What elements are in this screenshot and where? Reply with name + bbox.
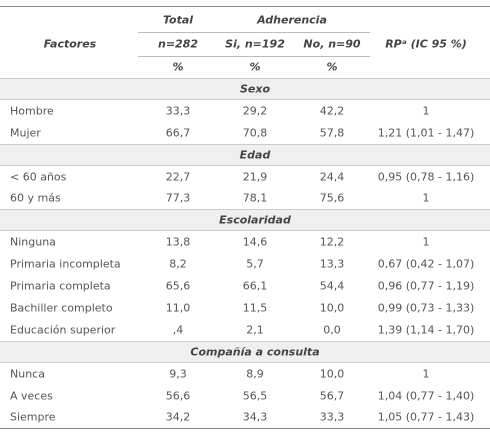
- header-cell: RPᵃ (IC 95 %): [385, 37, 467, 51]
- cell: 1: [422, 367, 430, 381]
- cell: 14,6: [242, 235, 268, 249]
- cell: ,4: [172, 323, 184, 337]
- row-label: Educación superior: [10, 323, 116, 337]
- cell: 0,99 (0,73 - 1,33): [377, 301, 475, 315]
- row-label: 60 y más: [10, 191, 61, 205]
- cell: 56,7: [319, 389, 345, 403]
- cell: 33,3: [165, 104, 191, 118]
- cell: 9,3: [169, 367, 187, 381]
- cell: 56,6: [165, 389, 191, 403]
- cell: 42,2: [319, 104, 345, 118]
- cell: 1: [422, 104, 430, 118]
- cell: 66,1: [242, 279, 268, 293]
- cell: 10,0: [319, 367, 345, 381]
- cell: 54,4: [319, 279, 345, 293]
- cell: 22,7: [165, 170, 191, 184]
- cell: 11,0: [165, 301, 191, 315]
- header-cell: %: [249, 60, 261, 74]
- section-title: Compañía a consulta: [190, 345, 320, 359]
- cell: 13,8: [165, 235, 191, 249]
- cell: 1,21 (1,01 - 1,47): [377, 126, 475, 140]
- header-cell: Adherencia: [257, 13, 327, 27]
- header-cell: %: [326, 60, 338, 74]
- cell: 1: [422, 191, 430, 205]
- section-band: [0, 143, 490, 166]
- row-label: < 60 años: [10, 170, 67, 184]
- row-label: Primaria completa: [10, 279, 111, 293]
- cell: 0,96 (0,77 - 1,19): [377, 279, 475, 293]
- cell: 77,3: [165, 191, 191, 205]
- cell: 24,4: [319, 170, 345, 184]
- cell: 0,67 (0,42 - 1,07): [377, 257, 475, 271]
- cell: 13,3: [319, 257, 345, 271]
- cell: 8,2: [169, 257, 187, 271]
- cell: 57,8: [319, 126, 345, 140]
- rule: [0, 428, 490, 430]
- cell: 8,9: [246, 367, 264, 381]
- cell: 0,95 (0,78 - 1,16): [377, 170, 475, 184]
- cell: 70,8: [242, 126, 268, 140]
- section-title: Edad: [239, 148, 271, 162]
- section-band: [0, 340, 490, 363]
- rule: [138, 56, 370, 57]
- row-label: Mujer: [10, 126, 41, 140]
- section-title: Escolaridad: [219, 213, 291, 227]
- cell: 21,9: [242, 170, 268, 184]
- header-cell: Total: [162, 13, 194, 27]
- row-label: Ninguna: [10, 235, 56, 249]
- row-label: Siempre: [10, 410, 56, 424]
- rule: [138, 32, 370, 33]
- header-cell: n=282: [157, 37, 199, 51]
- cell: 2,1: [246, 323, 264, 337]
- header-cell: No, n=90: [303, 37, 361, 51]
- cell: 66,7: [165, 126, 191, 140]
- cell: 33,3: [319, 410, 345, 424]
- header-cell: Factores: [43, 37, 97, 51]
- cell: 11,5: [242, 301, 268, 315]
- cell: 1,39 (1,14 - 1,70): [377, 323, 475, 337]
- row-label: Hombre: [10, 104, 54, 118]
- cell: 5,7: [246, 257, 264, 271]
- header-cell: Si, n=192: [225, 37, 285, 51]
- cell: 34,3: [242, 410, 268, 424]
- section-band: [0, 209, 490, 232]
- rule: [0, 6, 490, 7]
- row-label: Primaria incompleta: [10, 257, 121, 271]
- row-label: A veces: [10, 389, 53, 403]
- section-band: [0, 78, 490, 100]
- row-label: Nunca: [10, 367, 45, 381]
- cell: 29,2: [242, 104, 268, 118]
- cell: 34,2: [165, 410, 191, 424]
- cell: 1,04 (0,77 - 1,40): [377, 389, 475, 403]
- cell: 56,5: [242, 389, 268, 403]
- cell: 10,0: [319, 301, 345, 315]
- cell: 78,1: [242, 191, 268, 205]
- cell: 75,6: [319, 191, 345, 205]
- cell: 65,6: [165, 279, 191, 293]
- cell: 0,0: [323, 323, 341, 337]
- cell: 1,05 (0,77 - 1,43): [377, 410, 475, 424]
- cell: 12,2: [319, 235, 345, 249]
- header-cell: %: [172, 60, 184, 74]
- row-label: Bachiller completo: [10, 301, 113, 315]
- section-title: Sexo: [239, 82, 271, 96]
- cell: 1: [422, 235, 430, 249]
